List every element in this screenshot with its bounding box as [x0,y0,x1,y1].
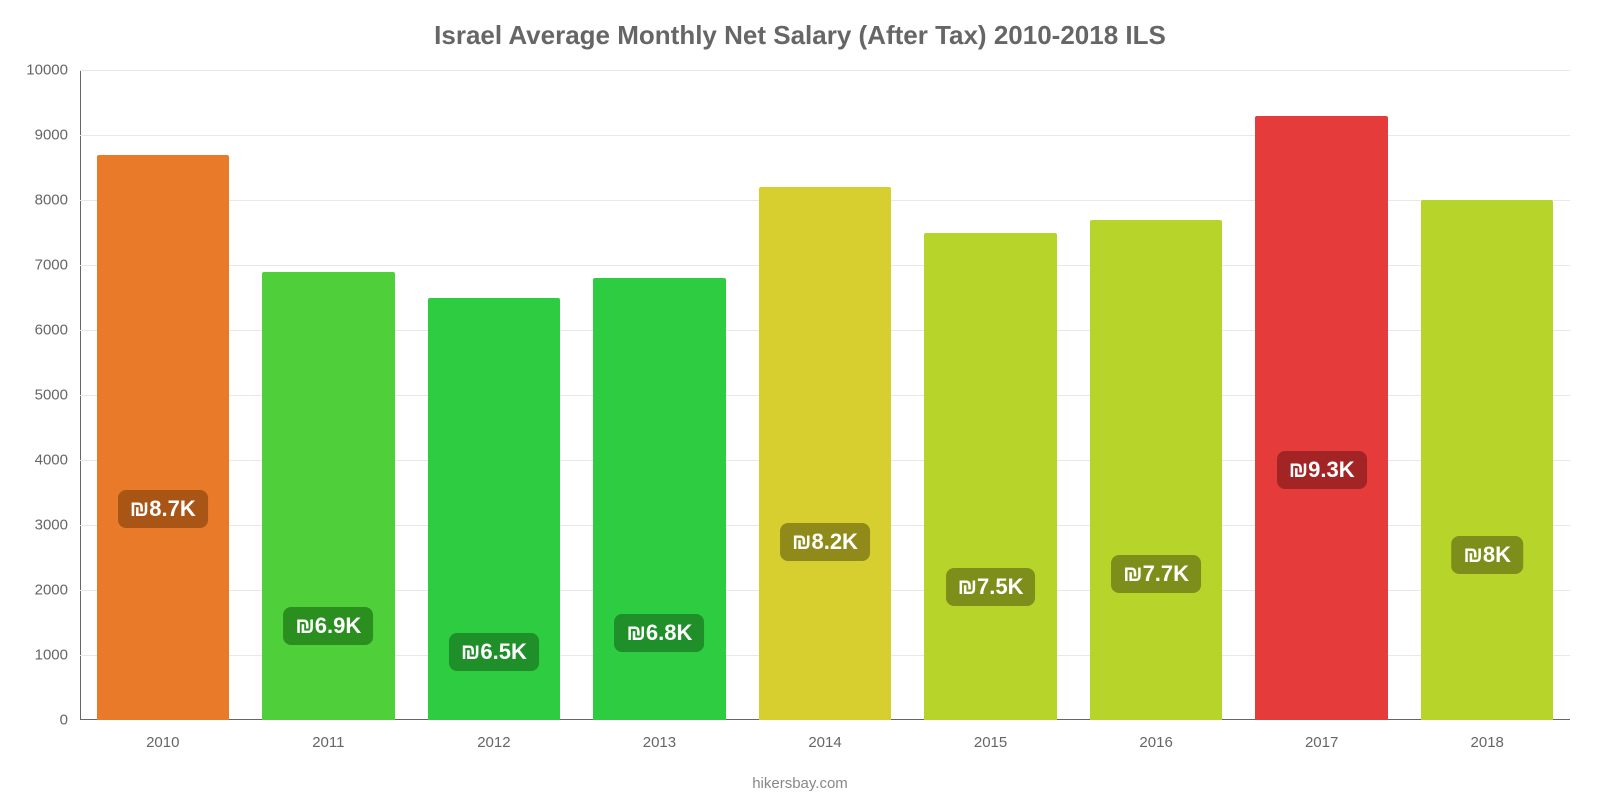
bar: ₪6.8K [593,278,725,720]
x-tick-label: 2018 [1471,734,1504,751]
chart-container: Israel Average Monthly Net Salary (After… [0,0,1600,800]
y-tick-label: 1000 [0,647,68,664]
bar: ₪7.7K [1090,220,1222,721]
bar-value-badge: ₪8K [1451,536,1523,574]
bar: ₪8K [1421,200,1553,720]
bar-value-badge: ₪8.7K [118,490,208,528]
y-tick-label: 7000 [0,257,68,274]
x-tick-label: 2011 [312,734,344,751]
x-tick-label: 2015 [974,734,1007,751]
x-tick-label: 2014 [808,734,841,751]
bar-value-badge: ₪9.3K [1277,451,1367,489]
bar: ₪7.5K [924,233,1056,721]
bar: ₪8.2K [759,187,891,720]
y-tick-label: 9000 [0,127,68,144]
y-tick-label: 6000 [0,322,68,339]
bar: ₪9.3K [1255,116,1387,721]
bar-value-badge: ₪8.2K [780,523,870,561]
x-tick-label: 2012 [477,734,510,751]
y-tick-label: 8000 [0,192,68,209]
bar-value-badge: ₪6.5K [449,633,539,671]
bar: ₪6.9K [262,272,394,721]
y-tick-label: 5000 [0,387,68,404]
bar: ₪8.7K [97,155,229,721]
plot-area: ₪8.7K ₪6.9K ₪6.5K ₪6.8K ₪8.2K ₪7.5K ₪7.7K ₪9.3K… [80,70,1570,720]
y-tick-label: 4000 [0,452,68,469]
x-tick-label: 2013 [643,734,676,751]
chart-source: hikersbay.com [0,775,1600,792]
y-tick-label: 3000 [0,517,68,534]
x-tick-label: 2010 [146,734,179,751]
y-tick-label: 0 [0,712,68,729]
bar: ₪6.5K [428,298,560,721]
x-tick-label: 2017 [1305,734,1338,751]
y-tick-label: 10000 [0,62,68,79]
gridline [80,70,1570,71]
chart-title: Israel Average Monthly Net Salary (After… [0,20,1600,51]
x-tick-label: 2016 [1139,734,1172,751]
bar-value-badge: ₪6.9K [283,607,373,645]
bar-value-badge: ₪7.7K [1111,555,1201,593]
bar-value-badge: ₪7.5K [946,568,1036,606]
y-tick-label: 2000 [0,582,68,599]
bar-value-badge: ₪6.8K [614,614,704,652]
